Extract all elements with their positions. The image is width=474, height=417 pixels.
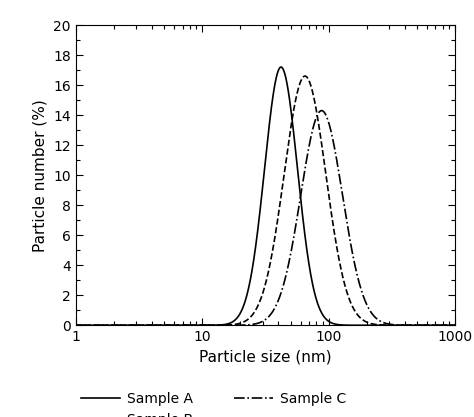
Sample A <box>445 323 451 328</box>
Sample A <box>452 323 458 328</box>
Sample C <box>452 323 458 328</box>
Line: Sample C: Sample C <box>76 111 455 325</box>
Sample C <box>219 323 224 328</box>
Sample C <box>319 108 325 113</box>
Sample C <box>139 323 145 328</box>
Y-axis label: Particle number (%): Particle number (%) <box>33 99 48 251</box>
Sample C <box>73 323 79 328</box>
Sample B <box>116 323 122 328</box>
X-axis label: Particle size (nm): Particle size (nm) <box>199 350 332 365</box>
Sample B <box>235 322 240 327</box>
Legend: Sample A, Sample B, Sample C: Sample A, Sample B, Sample C <box>75 386 352 417</box>
Sample B <box>445 323 451 328</box>
Sample A <box>116 323 122 328</box>
Sample A <box>235 315 240 320</box>
Line: Sample A: Sample A <box>76 67 455 325</box>
Sample B <box>452 323 458 328</box>
Sample B <box>139 323 145 328</box>
Sample C <box>445 323 451 328</box>
Sample A <box>278 65 284 70</box>
Sample B <box>302 73 308 78</box>
Line: Sample B: Sample B <box>76 76 455 325</box>
Sample C <box>116 323 122 328</box>
Sample A <box>139 323 145 328</box>
Sample B <box>73 323 79 328</box>
Sample A <box>73 323 79 328</box>
Sample A <box>219 322 224 327</box>
Sample B <box>219 323 224 328</box>
Sample C <box>235 323 240 328</box>
Sample A <box>404 323 410 328</box>
Sample B <box>404 323 410 328</box>
Sample C <box>404 323 410 328</box>
